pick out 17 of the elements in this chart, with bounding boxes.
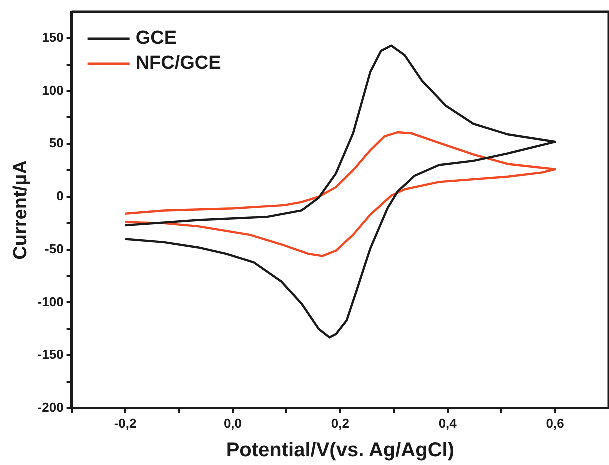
y-tick-label: 0	[56, 188, 64, 204]
y-tick-label: 150	[42, 30, 64, 46]
y-tick-label: -100	[38, 294, 64, 310]
x-tick-label: -0,2	[114, 416, 137, 431]
x-axis-title: Potential/V(vs. Ag/AgCl)	[226, 440, 454, 462]
x-tick-label: 0,4	[438, 416, 458, 431]
y-tick-label: -200	[38, 400, 64, 415]
y-tick-label: 50	[49, 136, 64, 151]
y-tick-label: -150	[38, 347, 64, 362]
legend-label: GCE	[136, 28, 178, 50]
y-tick-label: -50	[45, 241, 64, 256]
y-tick-label: 100	[42, 82, 64, 98]
x-tick-label: 0,6	[546, 416, 564, 431]
x-tick-label: 0,0	[224, 416, 242, 431]
legend-label: NFC/GCE	[136, 53, 222, 74]
x-tick-label: 0,2	[331, 416, 350, 431]
y-axis-title: Current/μA	[10, 160, 32, 260]
